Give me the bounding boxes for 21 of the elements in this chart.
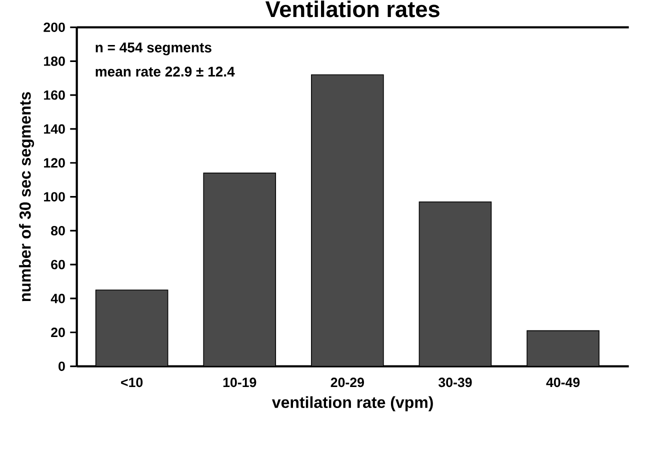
y-tick-label: 0 bbox=[58, 362, 65, 371]
x-tick-label: 30-39 bbox=[438, 378, 472, 388]
y-tick-label: 140 bbox=[44, 124, 65, 134]
y-tick-label: 180 bbox=[44, 56, 65, 66]
y-tick-label: 120 bbox=[44, 158, 65, 168]
y-tick-label: 80 bbox=[51, 226, 65, 236]
x-tick-label: 10-19 bbox=[223, 378, 256, 388]
chart-title: Ventilation rates bbox=[265, 0, 440, 18]
y-axis-title: number of 30 sec segments bbox=[19, 92, 34, 302]
y-tick-label: 160 bbox=[44, 90, 65, 100]
x-tick-label: 40-49 bbox=[546, 378, 580, 388]
y-tick-label: 60 bbox=[51, 260, 65, 270]
x-tick-label: <10 bbox=[121, 378, 143, 388]
x-axis-title: ventilation rate (vpm) bbox=[272, 396, 433, 412]
y-tick-label: 100 bbox=[44, 192, 65, 202]
y-tick-label: 20 bbox=[51, 328, 65, 338]
y-tick-label: 40 bbox=[50, 294, 65, 304]
x-tick-label: 20-29 bbox=[330, 378, 364, 388]
annotation: mean rate 22.9 ± 12.4 bbox=[96, 66, 235, 77]
annotation: n = 454 segments bbox=[96, 42, 212, 56]
y-tick-label: 200 bbox=[44, 22, 65, 32]
